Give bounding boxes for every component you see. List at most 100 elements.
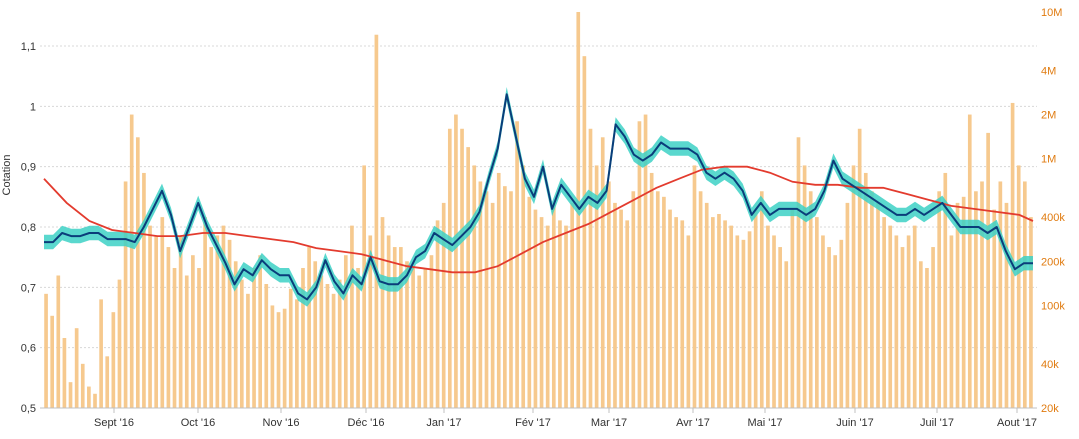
volume-bar [227,239,232,408]
volume-bar [961,196,966,408]
volume-bar [423,267,428,408]
volume-bar [1029,217,1033,408]
volume-bar [558,220,562,408]
volume-bar [815,217,819,408]
volume-bar [99,299,103,408]
volume-bar [711,217,715,408]
volume-bar [411,267,415,408]
volume-bar [44,293,48,408]
volume-bar [160,217,165,408]
volume-bar [490,202,495,408]
volume-bar [129,114,134,409]
volume-bar [386,235,391,408]
volume-bar [233,261,238,408]
volume-bar [876,202,880,408]
price-line [44,93,1033,301]
volume-bar [980,181,984,408]
volume-bar [105,356,110,408]
volume-bar [643,114,648,409]
volume-bar [986,132,990,409]
volume-bar [680,220,685,408]
x-tick-label: Déc '16 [348,417,385,429]
volume-bar [759,191,764,408]
volume-bar [600,137,605,408]
volume-bar [967,114,972,409]
volume-bar [472,165,477,408]
x-tick-label: Avr '17 [676,417,710,429]
volume-bar [955,202,960,408]
volume-bar [539,217,544,408]
y-right-tick-label: 2M [1041,110,1056,122]
volume-bar [931,247,935,408]
volume-bar [857,128,862,408]
volume-bar [325,284,330,408]
volume-bar [142,172,146,408]
volume-bar [392,247,397,408]
volume-bar [851,165,856,408]
volume-bar [276,312,281,408]
volume-bar [380,217,385,408]
volume-bar [900,247,905,408]
volume-bar [906,235,911,408]
y-right-tick-label: 10M [1041,7,1062,19]
volume-bar [50,315,55,408]
volume-bar [686,235,691,408]
volume-bar [509,191,513,408]
volume-bar [588,128,593,408]
x-tick-label: Mar '17 [591,417,627,429]
volume-bar [203,217,207,408]
y-right-tick-label: 20k [1041,403,1059,415]
volume-bar [239,279,244,408]
volume-bar [833,255,838,408]
volume-bar [93,393,97,408]
volume-bar [1016,165,1021,408]
volume-bar [68,382,73,408]
volume-bar [172,267,177,408]
volume-bar [729,225,734,408]
volume-bar [863,172,868,408]
volume-bar [496,172,501,408]
volume-bar [735,235,740,408]
volume-bar [441,202,446,408]
volume-bar [808,191,813,408]
volume-bar [282,308,287,408]
volume-bar [692,165,697,408]
volume-bar [319,275,324,408]
volume-bar [545,225,550,408]
volume-bar [704,202,709,408]
volume-bar [258,255,262,408]
volume-bar [74,328,79,408]
volume-bar [447,128,452,408]
volume-bar [148,225,152,408]
volume-bar [698,191,703,408]
volume-bar [166,247,171,408]
axes: 0,5 0,6 0,7 0,8 0,9 1 1,1 20k 40k 100k 200k 400k 1M 2… [1,7,1065,429]
x-tick-label: Nov '16 [263,417,300,429]
x-tick-label: Sept '16 [94,417,134,429]
volume-bar [741,239,746,408]
volume-bar [466,147,470,408]
x-tick-label: Oct '16 [181,417,216,429]
volume-bar [845,202,850,408]
volume-bar [154,235,159,408]
volume-bar [790,209,795,408]
volume-bar [527,196,532,408]
y-right-tick-label: 4M [1041,65,1056,77]
y-left-tick-label: 0,7 [21,282,36,294]
volume-bar [246,293,250,408]
volume-bar [343,255,348,408]
volume-bar [912,225,917,408]
volume-bars [44,12,1033,409]
volume-bar [221,225,226,408]
volume-bar [503,186,507,408]
volume-bar [399,247,403,408]
volume-bar [594,165,599,408]
volume-bar [111,312,116,408]
x-tick-label: Fév '17 [515,417,551,429]
volume-bar [435,220,440,408]
y-left-tick-label: 0,6 [21,343,36,355]
volume-bar [123,181,128,408]
volume-bar [1022,181,1027,408]
volume-bar [839,239,844,408]
volume-bar [894,235,899,408]
